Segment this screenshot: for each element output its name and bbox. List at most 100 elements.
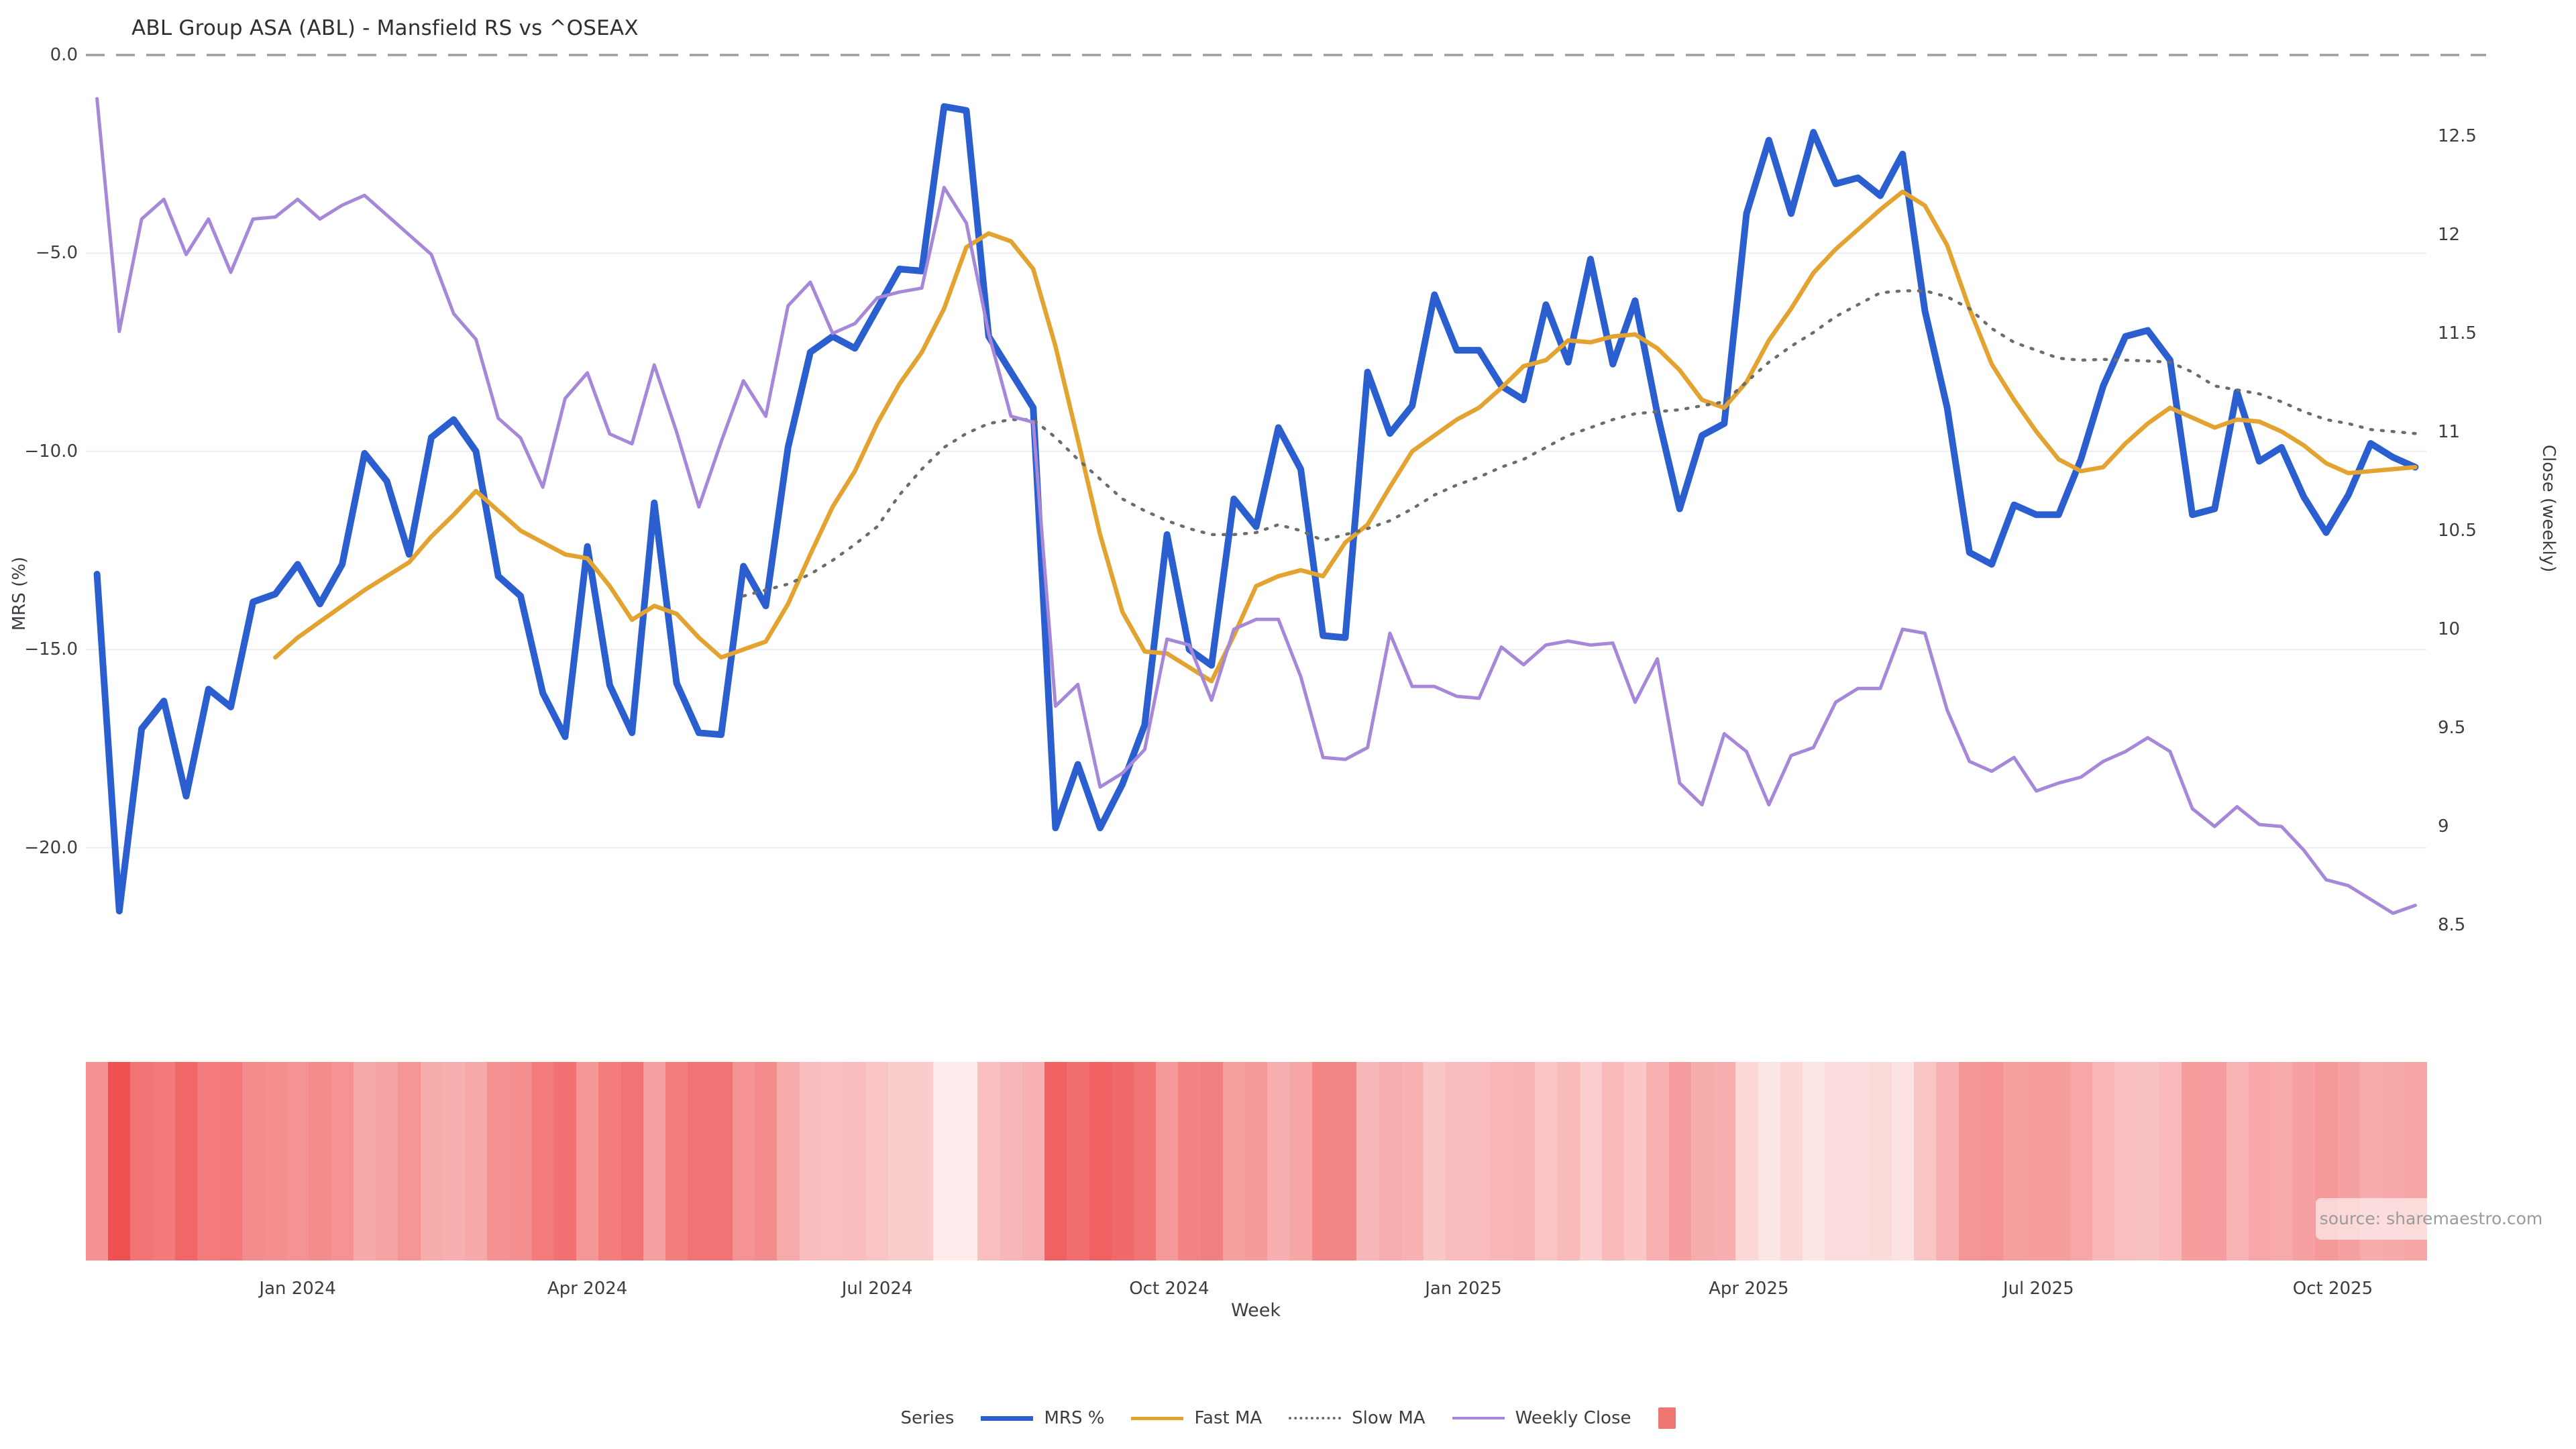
heatmap-cell [1334,1062,1357,1260]
right-axis-tick: 10 [2438,619,2461,639]
heatmap-cell [1379,1062,1401,1260]
heatmap-cell [1200,1062,1223,1260]
heatmap-cell [487,1062,510,1260]
right-axis-title: Close (weekly) [2538,444,2559,573]
right-axis-tick: 10.5 [2438,521,2477,541]
heatmap-cell [1490,1062,1513,1260]
heatmap-cell [1000,1062,1022,1260]
heatmap-cell [799,1062,822,1260]
heatmap-cell [152,1062,175,1260]
heatmap-cell [1758,1062,1780,1260]
legend-item-label: MRS % [1044,1408,1105,1428]
heatmap-cell [398,1062,421,1260]
heatmap-cell [1914,1062,1937,1260]
heatmap-cell [2248,1062,2271,1260]
heatmap-cell [866,1062,889,1260]
heatmap-cell [2159,1062,2182,1260]
heatmap-cell [174,1062,198,1260]
heatmap-cell [2137,1062,2159,1260]
heatmap-cell [376,1062,398,1260]
x-axis-tick: Jan 2024 [259,1279,336,1299]
heatmap-cell [710,1062,733,1260]
heatmap-cell [1022,1062,1045,1260]
heatmap-cell [1111,1062,1134,1260]
heatmap-cell [309,1062,331,1260]
heatmap-cell [2114,1062,2137,1260]
legend-item: Fast MA [1131,1408,1262,1428]
left-axis-tick: −20.0 [24,837,78,858]
heatmap-cell [1646,1062,1669,1260]
heatmap-cell [1222,1062,1246,1260]
legend-item [1658,1407,1676,1429]
heatmap-cell [777,1062,800,1260]
heatmap-cell [86,1062,109,1260]
legend-swatch-line [981,1415,1034,1421]
heatmap-cell [1869,1062,1892,1260]
right-axis-tick: 12 [2438,225,2461,245]
heatmap-cell [2025,1062,2048,1260]
heatmap-cell [643,1062,666,1260]
right-axis-tick: 9.5 [2438,718,2466,738]
heatmap-cell [2070,1062,2093,1260]
heatmap-cell [1936,1062,1959,1260]
heatmap-cell [1780,1062,1803,1260]
heatmap-cell [1803,1062,1825,1260]
x-axis-tick: Jul 2024 [841,1279,913,1299]
legend: Series MRS % Fast MA Slow MA Weekly Close [0,1407,2576,1429]
heatmap-cell [2204,1062,2226,1260]
heatmap-cell [108,1062,131,1260]
heatmap-cell [910,1062,933,1260]
legend-swatch-line [1131,1416,1184,1420]
heatmap-cell [955,1062,978,1260]
legend-swatch-line [1452,1417,1505,1419]
heatmap-cell [888,1062,911,1260]
heatmap-cell [2293,1062,2316,1260]
heatmap-cell [531,1062,554,1260]
x-axis-tick: Jul 2025 [2002,1279,2074,1299]
heatmap-cell [932,1062,956,1260]
x-axis-tick: Apr 2024 [547,1279,628,1299]
x-axis-tick: Oct 2025 [2292,1279,2373,1299]
heatmap-cell [2003,1062,2026,1260]
heatmap-cell [1668,1062,1691,1260]
legend-swatch-line [1289,1417,1342,1419]
heatmap-cell [442,1062,465,1260]
heatmap-cell [688,1062,710,1260]
heatmap-cell [1713,1062,1736,1260]
heatmap-cell [1044,1062,1067,1260]
heatmap-cell [1401,1062,1424,1260]
heatmap-cell [1089,1062,1112,1260]
heatmap-cell [732,1062,755,1260]
right-axis-tick: 11.5 [2438,323,2477,343]
heatmap-cell [576,1062,599,1260]
heatmap-cell [1513,1062,1536,1260]
legend-item-label: Slow MA [1352,1408,1426,1428]
heatmap-cell [1356,1062,1379,1260]
left-axis-tick: −10.0 [24,441,78,462]
legend-item: Weekly Close [1452,1408,1631,1428]
heatmap-cell [420,1062,443,1260]
heatmap-cell [2182,1062,2204,1260]
left-axis-tick: 0.0 [50,45,78,65]
heatmap-cell [264,1062,287,1260]
heatmap-cell [2270,1062,2294,1260]
heatmap-cell [219,1062,242,1260]
right-axis-tick: 12.5 [2438,126,2477,146]
heatmap-cell [464,1062,488,1260]
left-axis-tick: −15.0 [24,639,78,660]
series-line-slow-ma [741,289,2417,598]
heatmap-cell [353,1062,376,1260]
heatmap-cell [1311,1062,1335,1260]
heatmap-cell [1847,1062,1870,1260]
legend-item-label: Fast MA [1194,1408,1263,1428]
heatmap-cell [1446,1062,1468,1260]
heatmap-cell [977,1062,1000,1260]
heatmap-cell [1134,1062,1157,1260]
heatmap-cell [1424,1062,1446,1260]
heatmap-cell [241,1062,264,1260]
heatmap-cell [1289,1062,1312,1260]
left-axis-title: MRS (%) [9,556,30,631]
heatmap-cell [130,1062,153,1260]
